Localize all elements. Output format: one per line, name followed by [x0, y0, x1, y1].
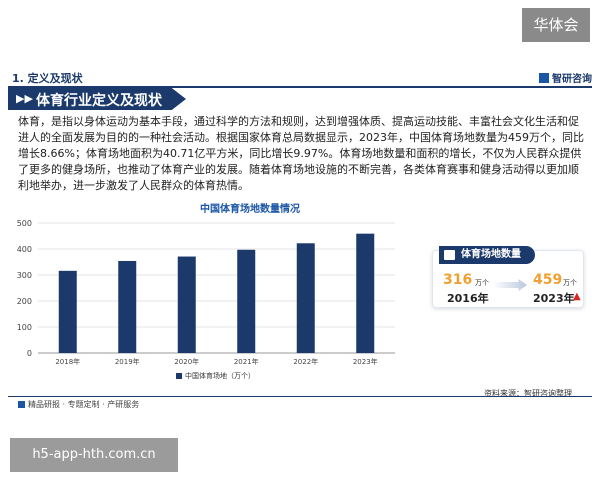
x-tick-label: 2020年: [174, 357, 199, 366]
title-banner: ▶▶ 体育行业定义及现状: [8, 88, 186, 110]
x-tick-label: 2018年: [55, 357, 80, 366]
footer-divider: [8, 396, 592, 397]
stat-card-title: 体育场地数量: [439, 246, 535, 264]
section-divider: [8, 86, 592, 88]
footer: 精品研报 · 专题定制 · 产研服务: [18, 399, 139, 410]
section-header: 1. 定义及现状 智研咨询: [8, 68, 592, 88]
bar: [58, 270, 77, 353]
chart-legend: 中国体育场地（万个）: [176, 371, 255, 381]
double-chevron-icon: ▶▶: [16, 92, 33, 105]
stat-card: 体育场地数量 316 万个 2016年 459 万个 2023年 ▲: [432, 246, 584, 308]
intro-paragraph: 体育，是指以身体运动为基本手段，通过科学的方法和规则，达到增强体质、提高运动技能…: [18, 115, 584, 192]
start-unit: 万个: [475, 279, 489, 287]
bar: [118, 260, 137, 353]
y-tick-label: 400: [17, 245, 32, 254]
start-year: 2016年: [447, 292, 489, 305]
legend-series-name: 中国体育场地: [185, 372, 227, 380]
y-tick-label: 100: [17, 323, 32, 332]
end-year: 2023年: [533, 292, 575, 305]
top-band: [0, 0, 600, 52]
x-tick-label: 2019年: [115, 357, 140, 366]
url-banner: h5-app-hth.com.cn: [10, 438, 178, 472]
stat-card-title-text: 体育场地数量: [461, 249, 521, 260]
brand-logo: 智研咨询: [539, 70, 592, 85]
card-icon: [444, 250, 455, 260]
brand-name: 智研咨询: [552, 74, 592, 85]
logo-icon: [539, 73, 549, 83]
bar: [237, 249, 256, 353]
up-arrow-icon: ▲: [573, 291, 581, 302]
bar-chart: 0 100 200 300 400 500 2018年 2019年 2020年 2021年 2022…: [17, 219, 395, 366]
legend-swatch: [176, 373, 182, 379]
footer-text: 精品研报 · 专题定制 · 产研服务: [28, 400, 140, 409]
footer-logo-icon: [18, 401, 25, 408]
legend-unit: （万个）: [227, 372, 255, 380]
start-value: 316: [443, 272, 473, 288]
y-tick-label: 0: [27, 349, 32, 358]
x-tick-label: 2021年: [234, 357, 259, 366]
chart-title: 中国体育场地数量情况: [200, 204, 300, 215]
x-tick-label: 2022年: [293, 357, 318, 366]
y-tick-label: 200: [17, 297, 32, 306]
right-arrow-icon: [493, 279, 527, 291]
x-tick-label: 2023年: [353, 357, 378, 366]
brand-badge: 华体会: [522, 8, 590, 42]
end-value: 459: [533, 272, 563, 288]
bar: [296, 243, 315, 353]
bar: [356, 233, 375, 353]
y-tick-label: 300: [17, 271, 32, 280]
source-note: 资料来源：智研咨询整理: [484, 389, 572, 398]
page-title: 体育行业定义及现状: [36, 93, 162, 109]
y-tick-label: 500: [17, 219, 32, 228]
section-number: 1. 定义及现状: [12, 72, 83, 85]
bar: [177, 256, 196, 353]
end-unit: 万个: [563, 279, 577, 287]
